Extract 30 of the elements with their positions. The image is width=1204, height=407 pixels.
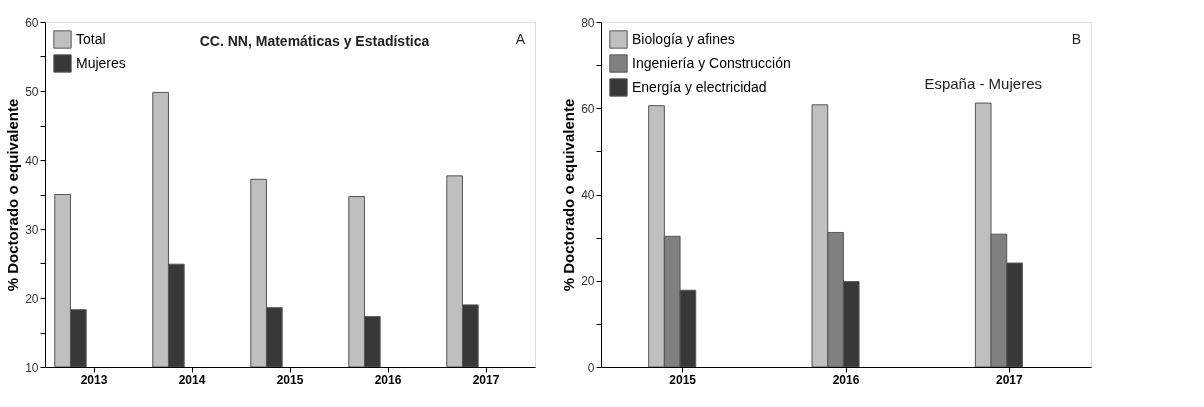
y-tick-label: 20 [25, 291, 39, 306]
y-tick-label: 0 [587, 360, 595, 375]
legend-label: Biología y afines [632, 30, 735, 47]
annotation: B [1071, 31, 1081, 47]
x-tick-label: 2015 [669, 372, 697, 387]
y-tick-label: 40 [25, 153, 39, 168]
x-tick-label: 2017 [995, 372, 1023, 387]
x-tick-label: 2014 [178, 372, 206, 387]
legend-label: Ingeniería y Construcción [632, 54, 791, 71]
annotation: CC. NN, Matemáticas y Estadística [199, 33, 430, 49]
y-tick-label: 20 [581, 274, 595, 289]
y-tick-label: 60 [25, 15, 39, 30]
y-tick-label: 80 [581, 15, 595, 30]
x-tick-label: 2016 [374, 372, 402, 387]
annotation: A [515, 31, 526, 47]
y-tick-label: 50 [25, 84, 39, 99]
y-tick-label: 40 [581, 188, 595, 202]
legend-label: Mujeres [76, 54, 126, 71]
y-tick-label: 10 [25, 360, 39, 375]
x-tick-label: 2015 [276, 372, 304, 387]
y-axis-title: % Doctorado o equivalente [560, 98, 578, 292]
y-tick-label: 60 [581, 101, 595, 116]
x-tick-label: 2016 [832, 372, 860, 387]
legend-label: Total [76, 30, 106, 47]
annotation: España - Mujeres [924, 75, 1042, 92]
legend-label: Energía y electricidad [632, 78, 767, 95]
x-tick-label: 2017 [472, 372, 500, 387]
y-tick-label: 30 [25, 222, 39, 237]
x-tick-label: 2013 [80, 372, 108, 387]
y-axis-title: % Doctorado o equivalente [4, 98, 22, 292]
